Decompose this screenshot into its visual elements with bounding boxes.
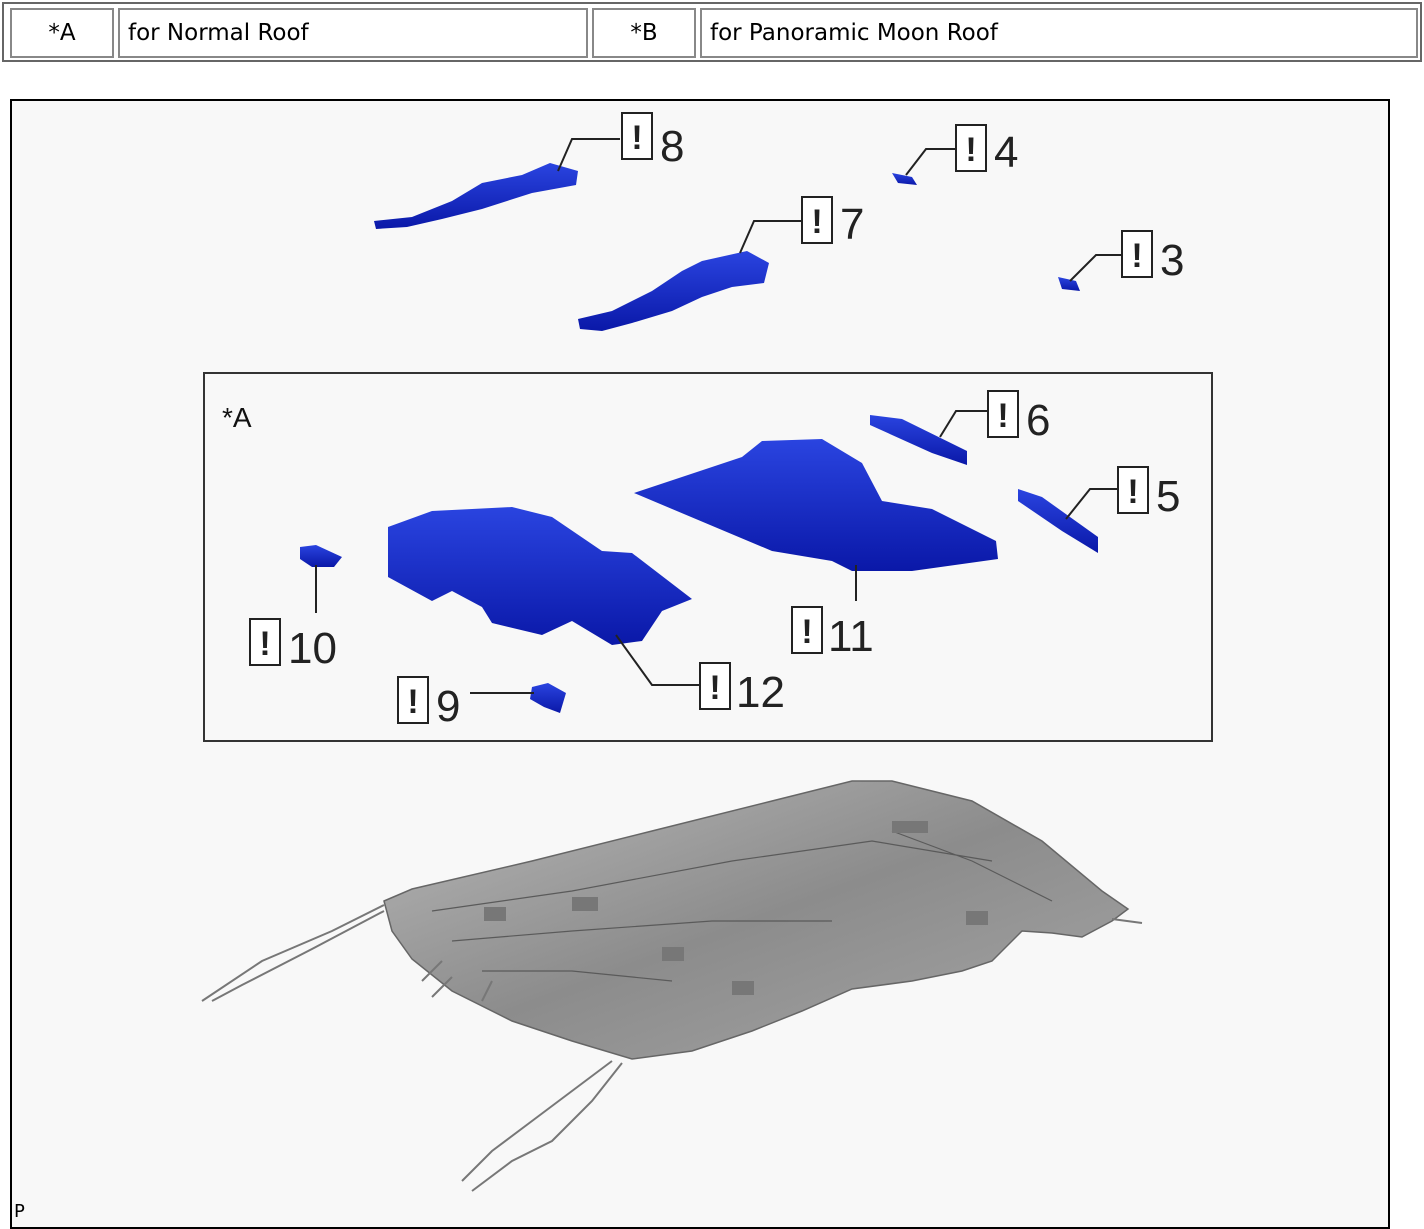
diagram-canvas: ! 8 ! 7 ! 4 ! 3 *A	[14, 112, 1213, 1222]
svg-text:!: !	[811, 203, 822, 241]
svg-text:4: 4	[994, 128, 1018, 177]
callout-11: ! 11	[791, 606, 874, 661]
leader-4	[905, 148, 956, 176]
leader-5	[1065, 488, 1120, 520]
svg-text:!: !	[709, 669, 720, 707]
callout-9: ! 9	[397, 676, 460, 731]
part-8-pad	[374, 163, 578, 229]
inset-a-label: *A	[222, 402, 252, 433]
svg-text:3: 3	[1160, 236, 1184, 285]
svg-text:!: !	[801, 613, 812, 651]
part-6-pad	[870, 415, 967, 465]
part-12-pad	[388, 507, 692, 645]
part-5-pad	[1018, 489, 1098, 553]
svg-text:10: 10	[288, 624, 337, 673]
svg-text:!: !	[1127, 473, 1138, 511]
legend-desc-a: for Normal Roof	[118, 8, 588, 58]
callout-10: ! 10	[249, 618, 337, 673]
svg-text:8: 8	[660, 122, 684, 171]
callout-6: ! 6	[987, 390, 1050, 445]
svg-text:6: 6	[1026, 396, 1050, 445]
part-11-pad	[634, 439, 998, 571]
figure-code: P	[14, 1201, 25, 1222]
svg-text:!: !	[1131, 237, 1142, 275]
svg-text:11: 11	[828, 612, 874, 661]
part-4-pad	[892, 173, 917, 185]
part-7-pad	[578, 251, 769, 331]
exploded-diagram: ! 8 ! 7 ! 4 ! 3 *A	[10, 99, 1390, 1229]
svg-text:!: !	[965, 131, 976, 169]
legend-desc-b: for Panoramic Moon Roof	[700, 8, 1418, 58]
callout-3: ! 3	[1121, 230, 1184, 285]
svg-text:!: !	[997, 397, 1008, 435]
part-9-clip	[530, 683, 566, 713]
legend-code-a: *A	[10, 8, 114, 58]
callout-7: ! 7	[801, 196, 864, 249]
roof-headliner	[201, 780, 1143, 1192]
part-10-clip	[300, 545, 342, 567]
part-3-pad	[1058, 277, 1080, 291]
callout-4: ! 4	[955, 124, 1018, 177]
svg-text:12: 12	[736, 668, 785, 717]
callout-12: ! 12	[699, 662, 785, 717]
svg-text:!: !	[259, 625, 270, 663]
svg-text:9: 9	[436, 682, 460, 731]
leader-6	[939, 410, 988, 438]
svg-text:!: !	[631, 119, 642, 157]
callout-8: ! 8	[621, 112, 684, 171]
svg-text:5: 5	[1156, 472, 1180, 521]
legend-code-b: *B	[592, 8, 696, 58]
legend-table: *A for Normal Roof *B for Panoramic Moon…	[2, 2, 1422, 62]
leader-3	[1069, 254, 1122, 282]
leader-8	[557, 138, 620, 172]
svg-text:7: 7	[840, 200, 864, 249]
svg-text:!: !	[407, 683, 418, 721]
callout-5: ! 5	[1117, 466, 1180, 521]
leader-12	[615, 634, 700, 686]
leader-7	[739, 220, 802, 254]
